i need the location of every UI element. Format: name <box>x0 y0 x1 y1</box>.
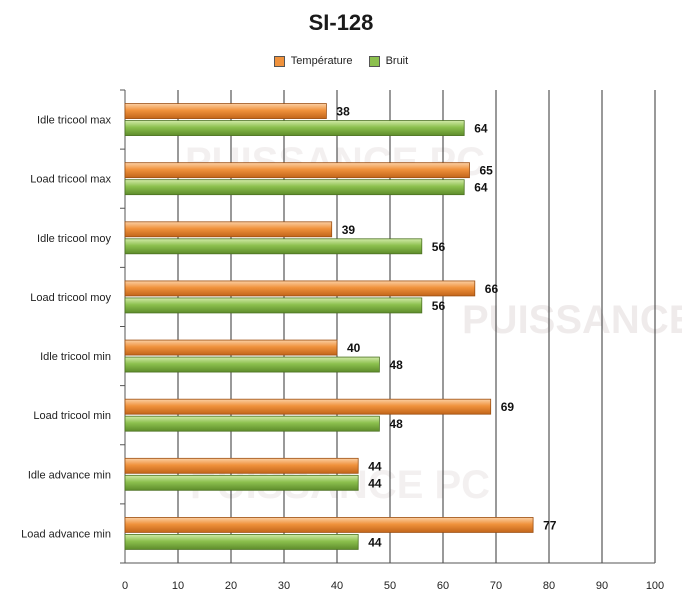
bar-temperature-3 <box>124 221 333 238</box>
x-tick-label: 40 <box>331 580 343 592</box>
x-tick-label: 20 <box>225 580 237 592</box>
x-tick-label: 50 <box>384 580 396 592</box>
bar-bruit-1 <box>124 120 465 136</box>
bar-temperature-1 <box>124 103 327 119</box>
bar-temperature-8 <box>124 517 534 533</box>
data-label-temperature-5: 40 <box>347 341 361 355</box>
data-label-temperature-1: 38 <box>336 105 350 119</box>
chart-title: SI-128 <box>308 10 374 35</box>
bar-bruit-7 <box>124 474 359 491</box>
bar-temperature-4 <box>124 280 476 297</box>
x-tick-label: 30 <box>278 580 290 592</box>
data-label-temperature-2: 65 <box>480 164 494 178</box>
y-category-label: Idle tricool max <box>37 115 111 127</box>
y-category-label: Load advance min <box>21 528 111 540</box>
x-tick-label: 0 <box>122 580 128 592</box>
bar-bruit-5 <box>124 356 380 373</box>
bar-bruit-3 <box>124 238 423 255</box>
data-label-bruit-8: 44 <box>368 535 382 549</box>
data-label-temperature-3: 39 <box>342 223 356 237</box>
y-category-label: Load tricool max <box>30 174 111 186</box>
x-tick-label: 100 <box>646 580 664 592</box>
legend-swatch-bruit <box>368 55 380 67</box>
data-label-bruit-3: 56 <box>432 240 446 254</box>
data-label-bruit-2: 64 <box>474 181 488 195</box>
data-label-bruit-6: 48 <box>389 417 403 431</box>
y-category-label: Idle tricool min <box>40 351 111 363</box>
legend-item-temperature: Température <box>273 55 353 67</box>
bar-temperature-6 <box>124 398 492 415</box>
watermark-text: PUISSANCE PC <box>462 298 682 342</box>
bar-bruit-6 <box>124 415 380 432</box>
legend: Température Bruit <box>0 55 682 67</box>
data-label-bruit-4: 56 <box>432 299 446 313</box>
x-tick-label: 70 <box>490 580 502 592</box>
data-label-bruit-7: 44 <box>368 476 382 490</box>
bar-temperature-7 <box>124 457 359 474</box>
x-tick-label: 10 <box>172 580 184 592</box>
data-label-bruit-1: 64 <box>474 122 488 136</box>
y-category-label: Load tricool moy <box>30 292 111 304</box>
legend-swatch-temperature <box>273 55 285 67</box>
x-tick-label: 90 <box>596 580 608 592</box>
data-label-temperature-8: 77 <box>543 518 557 532</box>
data-label-temperature-4: 66 <box>485 282 499 296</box>
legend-item-bruit: Bruit <box>368 55 409 67</box>
legend-label-temperature: Température <box>290 55 353 67</box>
bar-bruit-2 <box>124 179 465 196</box>
y-category-label: Idle advance min <box>28 469 111 481</box>
bar-bruit-8 <box>124 534 359 550</box>
bar-temperature-2 <box>124 162 470 179</box>
bar-bruit-4 <box>124 297 423 314</box>
y-category-label: Load tricool min <box>33 410 111 422</box>
data-label-temperature-6: 69 <box>501 400 515 414</box>
data-label-bruit-5: 48 <box>389 358 403 372</box>
y-category-label: Idle tricool moy <box>37 233 111 245</box>
legend-label-bruit: Bruit <box>385 55 409 67</box>
x-tick-label: 80 <box>543 580 555 592</box>
bar-temperature-5 <box>124 339 338 356</box>
x-tick-label: 60 <box>437 580 449 592</box>
data-label-temperature-7: 44 <box>368 459 382 473</box>
